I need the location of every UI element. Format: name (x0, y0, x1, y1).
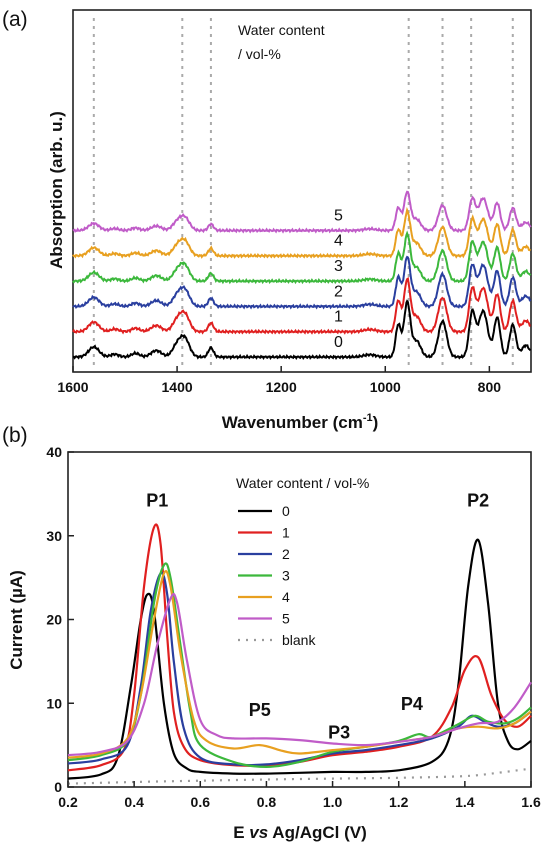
spectrum-label-2: 2 (334, 283, 343, 300)
panel-b-xtick-label-0.8: 0.8 (257, 794, 277, 810)
spectrum-label-1: 1 (334, 309, 343, 326)
spectrum-label-5: 5 (334, 207, 343, 224)
panel-b-xtick-label-0.6: 0.6 (191, 794, 211, 810)
legend-label-4: 4 (282, 589, 290, 605)
legend-label-2: 2 (282, 546, 290, 562)
peak-label-p4: P4 (401, 694, 423, 714)
panel-b-x-axis-title-post: Ag/AgCl (V) (268, 823, 367, 842)
peak-label-p2: P2 (467, 490, 489, 510)
panel-b-xtick-label-1.2: 1.2 (389, 794, 409, 810)
panel-a-frame (72, 9, 532, 373)
panel-a-x-ticks: 1600 1400 1200 1000 800 (57, 366, 501, 395)
panel-a-series (72, 190, 532, 361)
cv-series-3 (67, 562, 532, 769)
panel-b-ytick-label-40: 40 (46, 444, 62, 460)
spectrum-series-4 (72, 206, 532, 259)
spectrum-series-5 (72, 190, 532, 234)
panel-b-x-axis-title-pre: E (233, 823, 249, 842)
peak-label-p5: P5 (249, 700, 271, 720)
panel-b-label: (b) (2, 424, 28, 447)
panel-b-x-ticks: 0.2 0.4 0.6 0.8 1.0 1.2 1.4 1.6 (58, 781, 541, 810)
legend-label-blank: blank (282, 632, 316, 648)
cv-series-blank (67, 767, 532, 785)
panel-a-label: (a) (2, 8, 28, 31)
panel-a-xtick-label-1600: 1600 (57, 379, 88, 395)
panel-a-legend-title-line1: Water content (238, 22, 325, 38)
spectrum-series-0 (72, 299, 532, 361)
panel-a-legend-title-line2: / vol-% (238, 46, 281, 62)
panel-b-ytick-label-0: 0 (54, 779, 62, 795)
legend-label-1: 1 (282, 525, 290, 541)
panel-b-legend-title: Water content / vol-% (236, 475, 369, 491)
spectrum-series-1 (72, 277, 531, 335)
panel-b-y-ticks: 0 10 20 30 40 (46, 444, 74, 795)
spectrum-series-3 (72, 230, 532, 285)
peak-label-p1: P1 (146, 490, 168, 510)
panel-a-series-labels: 0 1 2 3 4 5 (334, 207, 343, 351)
panel-b-xtick-label-1.4: 1.4 (455, 794, 475, 810)
panel-a-y-axis-title: Absorption (arb. u.) (47, 111, 66, 269)
panel-a-x-axis-title-main: Wavenumber (cm (222, 413, 363, 432)
panel-b-ytick-label-20: 20 (46, 612, 62, 628)
spectrum-label-0: 0 (334, 334, 343, 351)
panel-a-reference-lines (92, 18, 514, 370)
spectrum-label-3: 3 (334, 258, 343, 275)
legend-label-5: 5 (282, 611, 290, 627)
panel-b-frame (67, 451, 532, 788)
panel-b-ytick-label-10: 10 (46, 695, 62, 711)
panel-b-xtick-label-1: 1.0 (323, 794, 343, 810)
panel-b-xtick-label-0.2: 0.2 (58, 794, 78, 810)
panel-b-x-axis-title: E vs Ag/AgCl (V) (233, 823, 367, 842)
panel-b-legend: 0 1 2 3 4 5 blank (238, 503, 316, 648)
panel-a-xtick-label-1400: 1400 (162, 379, 193, 395)
spectrum-label-4: 4 (334, 233, 343, 250)
panel-b-x-axis-title-vs: vs (249, 823, 268, 842)
panel-a-x-axis-title: Wavenumber (cm-1) (222, 412, 379, 432)
cv-series-5 (67, 592, 532, 757)
panel-a-x-axis-title-sup: -1 (363, 412, 373, 424)
legend-label-3: 3 (282, 568, 290, 584)
panel-a-xtick-label-800: 800 (478, 379, 502, 395)
panel-b-xtick-label-0.4: 0.4 (124, 794, 144, 810)
peak-label-p3: P3 (328, 722, 350, 742)
panel-b-y-axis-title: Current (µA) (7, 570, 26, 670)
panel-b-ytick-label-30: 30 (46, 528, 62, 544)
panel-a-x-axis-title-end: ) (373, 413, 379, 432)
panel-a-xtick-label-1200: 1200 (266, 379, 297, 395)
spectrum-series-2 (72, 255, 532, 310)
panel-b-peak-labels: P1 P2 P3 P4 P5 (146, 490, 489, 742)
panel-b-xtick-label-1.6: 1.6 (521, 794, 541, 810)
panel-b-series (67, 523, 532, 785)
panel-a: (a) 1600 1400 1200 1000 800 Water content / … (2, 8, 532, 432)
legend-label-0: 0 (282, 503, 290, 519)
panel-a-xtick-label-1000: 1000 (370, 379, 401, 395)
